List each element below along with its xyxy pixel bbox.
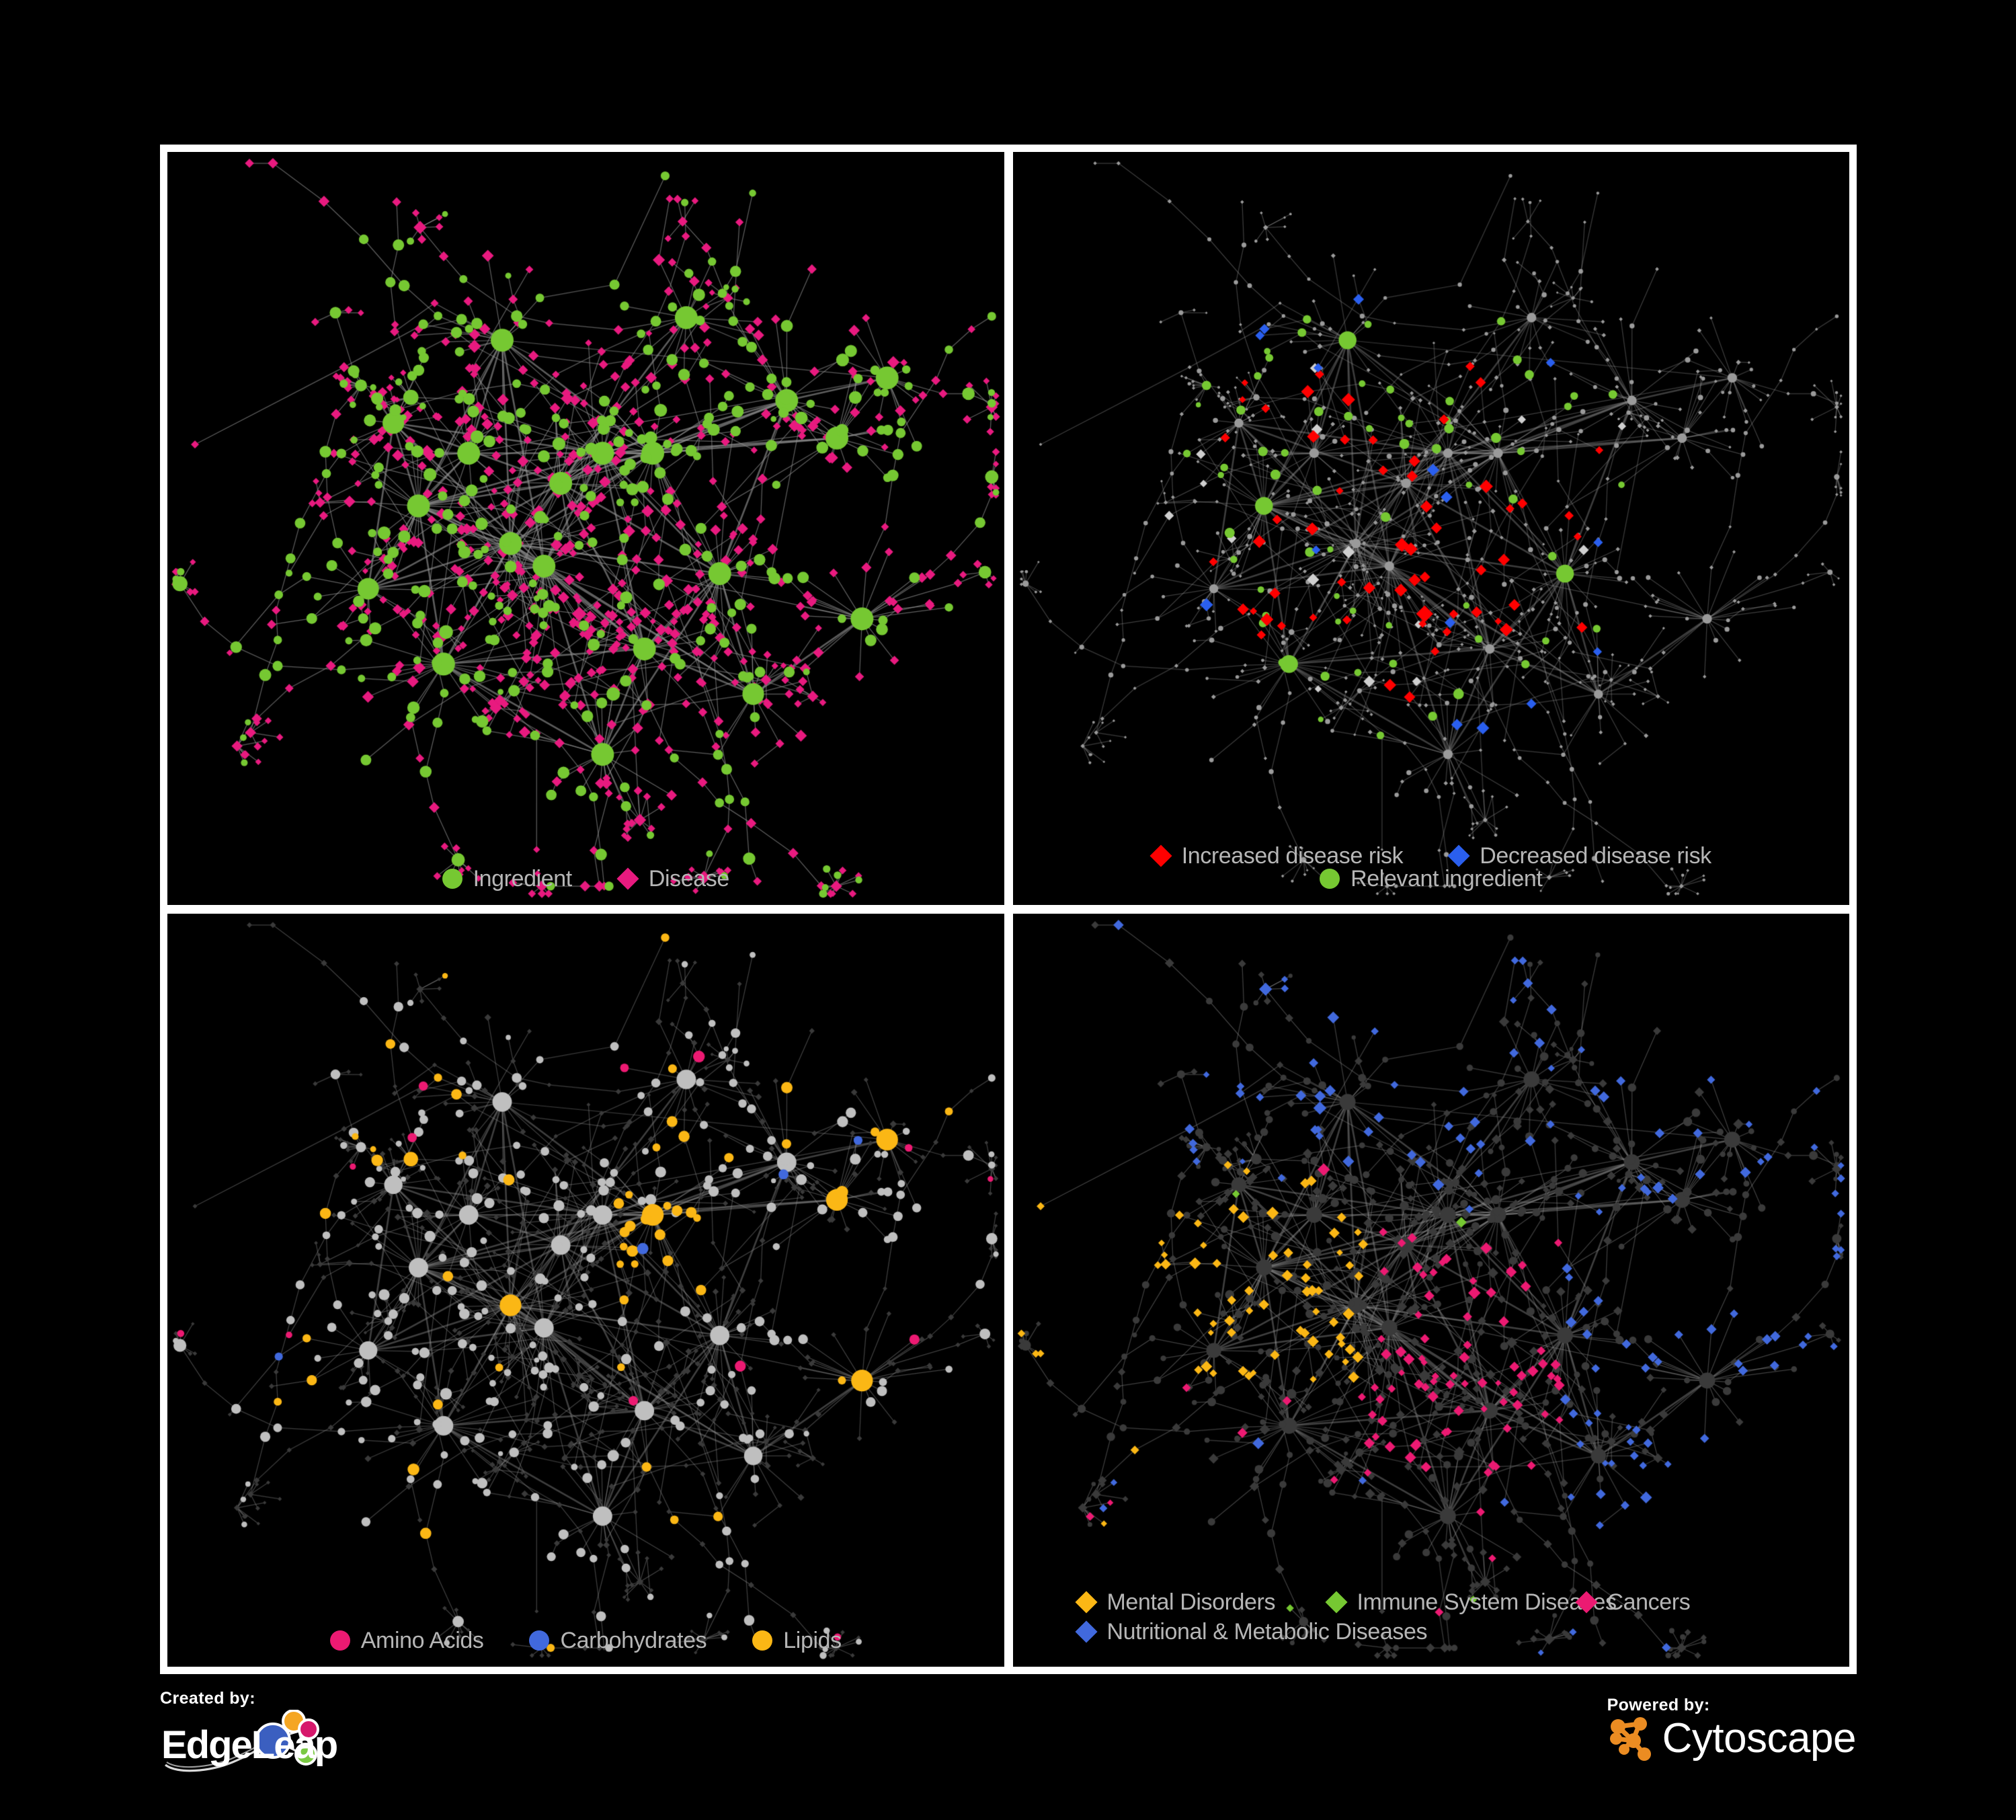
network-canvas-disease-class [1012, 914, 1849, 1667]
created-by-kicker: Created by: [160, 1689, 255, 1708]
edgeleap-logo-icon: EdgeLeap [161, 1710, 338, 1772]
panel-grid: Ingredient Disease Increased disease ris… [160, 145, 1857, 1674]
panel-ingredient-disease[interactable]: Ingredient Disease [167, 152, 1004, 905]
network-canvas-ingredient-class [167, 914, 1004, 1667]
network-canvas-disease-risk [1012, 152, 1849, 905]
created-by-edgeleap[interactable]: Created by: EdgeLeap EdgeLeap [160, 1689, 338, 1774]
cytoscape-logo-icon [1609, 1717, 1651, 1761]
svg-text:EdgeLeap: EdgeLeap [161, 1723, 337, 1767]
panel-disease-risk[interactable]: Increased disease risk Decreased disease… [1012, 152, 1849, 905]
panel-disease-class[interactable]: Mental Disorders Immune System Diseases … [1012, 914, 1849, 1667]
cytoscape-logo-row: Cytoscape [1607, 1715, 1857, 1762]
powered-by-cytoscape[interactable]: Powered by: [1607, 1696, 1857, 1762]
powered-by-kicker: Powered by: [1607, 1696, 1710, 1714]
cytoscape-wordmark: Cytoscape [1662, 1715, 1857, 1762]
network-canvas-ingredient-disease [167, 152, 1004, 905]
panel-ingredient-class[interactable]: Amino Acids Carbohydrates Lipids [167, 914, 1004, 1667]
edgeleap-logo-row: EdgeLeap EdgeLeap [160, 1710, 338, 1774]
footer-branding: Created by: EdgeLeap EdgeLeap [160, 1689, 1857, 1817]
